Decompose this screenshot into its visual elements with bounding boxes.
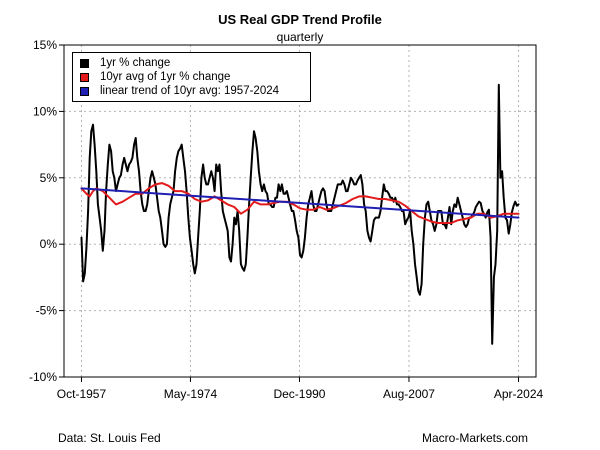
legend-swatch-trend <box>80 86 89 96</box>
chart-subtitle: quarterly <box>276 30 324 44</box>
legend-item-10yr-avg: 10yr avg of 1yr % change <box>80 70 310 84</box>
y-tick-label: -10% <box>29 370 57 384</box>
legend: 1yr % change 10yr avg of 1yr % change li… <box>72 52 311 102</box>
legend-label-yoy: 1yr % change <box>100 57 171 69</box>
y-tick-label: 5% <box>40 171 58 185</box>
x-tick-label: Apr-2024 <box>494 387 544 401</box>
source-note: Data: St. Louis Fed <box>58 431 161 445</box>
axes: 15% 10% 5% 0% -5% -10%Oct-1957 May-1974 Dec-199… <box>29 38 544 401</box>
chart-title: US Real GDP Trend Profile <box>218 12 382 27</box>
series-layer <box>80 83 520 345</box>
y-tick-label: -5% <box>36 304 58 318</box>
legend-swatch-10yr-avg <box>80 72 89 82</box>
brand-credit: Macro-Markets.com <box>421 431 528 445</box>
legend-label-trend: linear trend of 10yr avg: 1957-2024 <box>100 85 280 97</box>
legend-item-yoy: 1yr % change <box>80 56 310 70</box>
legend-item-trend: linear trend of 10yr avg: 1957-2024 <box>80 84 310 98</box>
plot-frame <box>63 44 537 378</box>
legend-swatch-yoy <box>80 58 89 68</box>
series-line-1yr-change <box>80 83 520 345</box>
x-tick-label: Dec-1990 <box>273 387 325 401</box>
x-tick-label: Aug-2007 <box>383 387 435 401</box>
y-tick-label: 0% <box>40 237 58 251</box>
y-tick-label: 15% <box>33 38 57 52</box>
y-tick-label: 10% <box>33 104 57 118</box>
x-tick-label: May-1974 <box>164 387 218 401</box>
x-tick-label: Oct-1957 <box>57 387 107 401</box>
legend-label-10yr-avg: 10yr avg of 1yr % change <box>100 71 231 83</box>
series-line-linear-trend <box>80 187 520 219</box>
